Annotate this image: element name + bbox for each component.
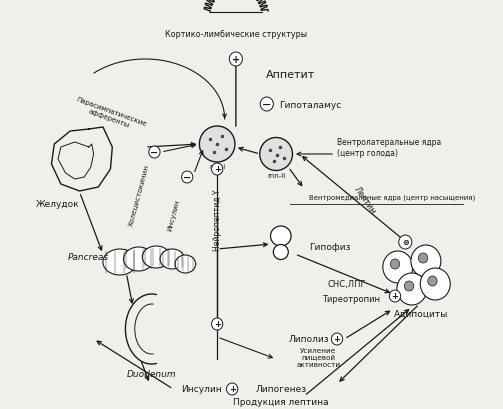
Circle shape [399,236,412,249]
Text: Duodenum: Duodenum [127,370,177,379]
Circle shape [226,383,238,395]
Text: Кортико-лимбические структуры: Кортико-лимбические структуры [165,30,307,39]
Text: −: − [262,100,272,110]
Text: Pancreas: Pancreas [67,253,109,262]
Text: +: + [391,292,398,301]
Text: Желудок: Желудок [36,200,80,209]
Text: Парасимпатические
афференты: Парасимпатические афференты [73,96,147,133]
Text: СНС,ЛПГ: СНС,ЛПГ [327,280,366,289]
Text: Продукция лептина: Продукция лептина [233,398,328,407]
Text: +: + [229,384,235,393]
Circle shape [404,281,414,291]
Circle shape [212,318,223,330]
Circle shape [418,254,428,263]
Ellipse shape [160,249,185,270]
Text: Усиление
пищевой
активности: Усиление пищевой активности [296,347,341,367]
Ellipse shape [199,127,235,163]
Ellipse shape [271,227,291,246]
Circle shape [411,245,441,277]
Text: Лептин: Лептин [352,184,378,215]
Text: rnn-ii: rnn-ii [267,173,285,179]
Ellipse shape [103,249,137,275]
Text: −: − [150,148,158,157]
Text: Холецистокинин: Холецистокинин [127,163,150,226]
Ellipse shape [260,138,293,171]
Circle shape [428,276,437,286]
Text: Адипоциты: Адипоциты [394,309,448,318]
Ellipse shape [273,245,288,260]
Text: Вентролатеральные ядра
(центр голода): Вентролатеральные ядра (центр голода) [337,138,441,157]
Circle shape [331,333,343,345]
Text: Вентромедиальные ядра (центр насыщения): Вентромедиальные ядра (центр насыщения) [309,194,475,201]
Text: +: + [214,320,221,329]
Text: Гипофиз: Гипофиз [309,243,350,252]
Text: Аппетит: Аппетит [266,70,315,80]
Ellipse shape [124,247,153,271]
Circle shape [182,172,193,184]
Text: −: − [183,173,191,182]
Circle shape [421,268,450,300]
Circle shape [383,252,413,283]
Text: Липогенез: Липогенез [255,384,306,393]
Circle shape [390,259,400,270]
Circle shape [229,53,242,67]
Text: +: + [232,55,240,65]
Text: Липолиз: Липолиз [289,335,329,344]
Text: ⊗: ⊗ [402,238,409,247]
Text: Гипоталамус: Гипоталамус [279,100,341,109]
Text: Инсулин: Инсулин [181,384,222,393]
Circle shape [212,164,223,175]
Circle shape [260,98,273,112]
Ellipse shape [175,255,196,273]
Text: Тиреотропин: Тиреотропин [322,295,380,304]
Circle shape [389,290,400,302]
Ellipse shape [142,246,171,268]
Circle shape [149,147,160,159]
Circle shape [397,273,427,305]
Text: Нейропептид Y: Нейропептид Y [213,189,222,250]
Text: +: + [333,335,341,344]
Text: Инсулин: Инсулин [166,198,180,231]
Text: rnn-i: rnn-i [209,164,225,170]
Text: +: + [214,165,221,174]
